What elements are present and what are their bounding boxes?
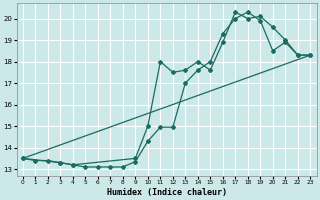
- X-axis label: Humidex (Indice chaleur): Humidex (Indice chaleur): [107, 188, 227, 197]
